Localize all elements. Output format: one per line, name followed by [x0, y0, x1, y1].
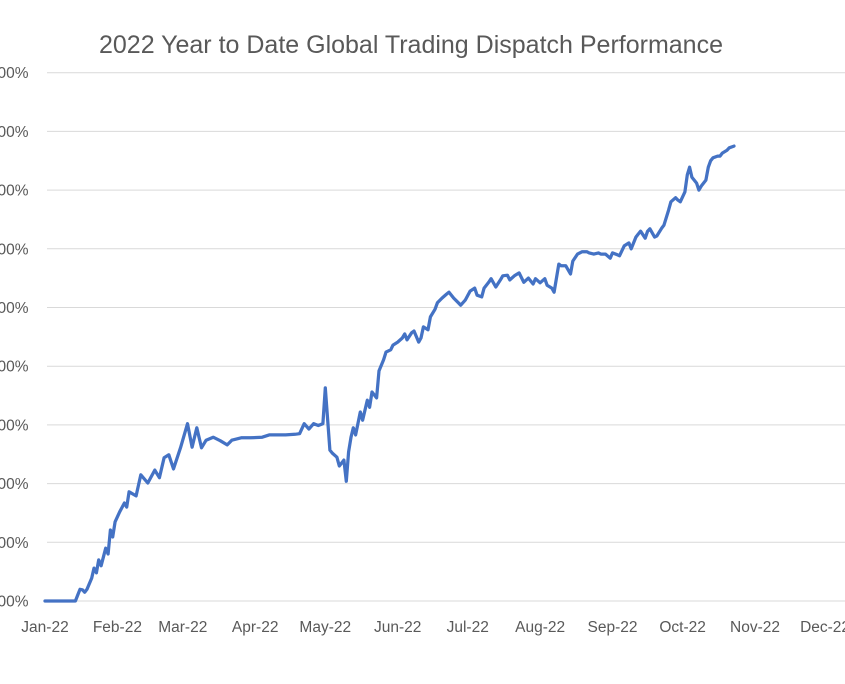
- y-axis-tick-label: 00%: [0, 241, 29, 258]
- chart-title: 2022 Year to Date Global Trading Dispatc…: [99, 31, 723, 59]
- y-axis-tick-label: 00%: [0, 65, 29, 82]
- x-axis-tick-label: Apr-22: [232, 619, 279, 636]
- y-axis-tick-label: 00%: [0, 594, 29, 611]
- y-axis-tick-label: 00%: [0, 124, 29, 141]
- x-axis-tick-label: Jan-22: [21, 619, 68, 636]
- x-axis-tick-label: Feb-22: [93, 619, 142, 636]
- y-axis-tick-label: 00%: [0, 183, 29, 200]
- y-axis-labels-layer: 00% 00% 00% 00% 00% 00% 00% 00% 00% 00%: [0, 65, 29, 610]
- x-axis-labels-layer: Jan-22 Feb-22 Mar-22 Apr-22 May-22 Jun-22 Jul-…: [21, 619, 845, 636]
- x-axis-tick-label: Sep-22: [588, 619, 638, 636]
- gridlines-layer: [47, 72, 845, 602]
- x-axis-tick-label: Dec-22: [800, 619, 845, 636]
- y-axis-tick-label: 00%: [0, 476, 29, 493]
- x-axis-tick-label: Nov-22: [730, 619, 780, 636]
- y-axis-tick-label: 00%: [0, 417, 29, 434]
- x-axis-tick-label: Mar-22: [158, 619, 207, 636]
- performance-line-series: [43, 144, 736, 603]
- y-axis-tick-label: 00%: [0, 535, 29, 552]
- x-axis-tick-label: Oct-22: [659, 619, 706, 636]
- x-axis-tick-label: Jun-22: [374, 619, 421, 636]
- x-axis-tick-label: Jul-22: [447, 619, 489, 636]
- x-axis-tick-label: May-22: [299, 619, 351, 636]
- y-axis-tick-label: 00%: [0, 359, 29, 376]
- y-axis-tick-label: 00%: [0, 300, 29, 317]
- x-axis-tick-label: Aug-22: [515, 619, 565, 636]
